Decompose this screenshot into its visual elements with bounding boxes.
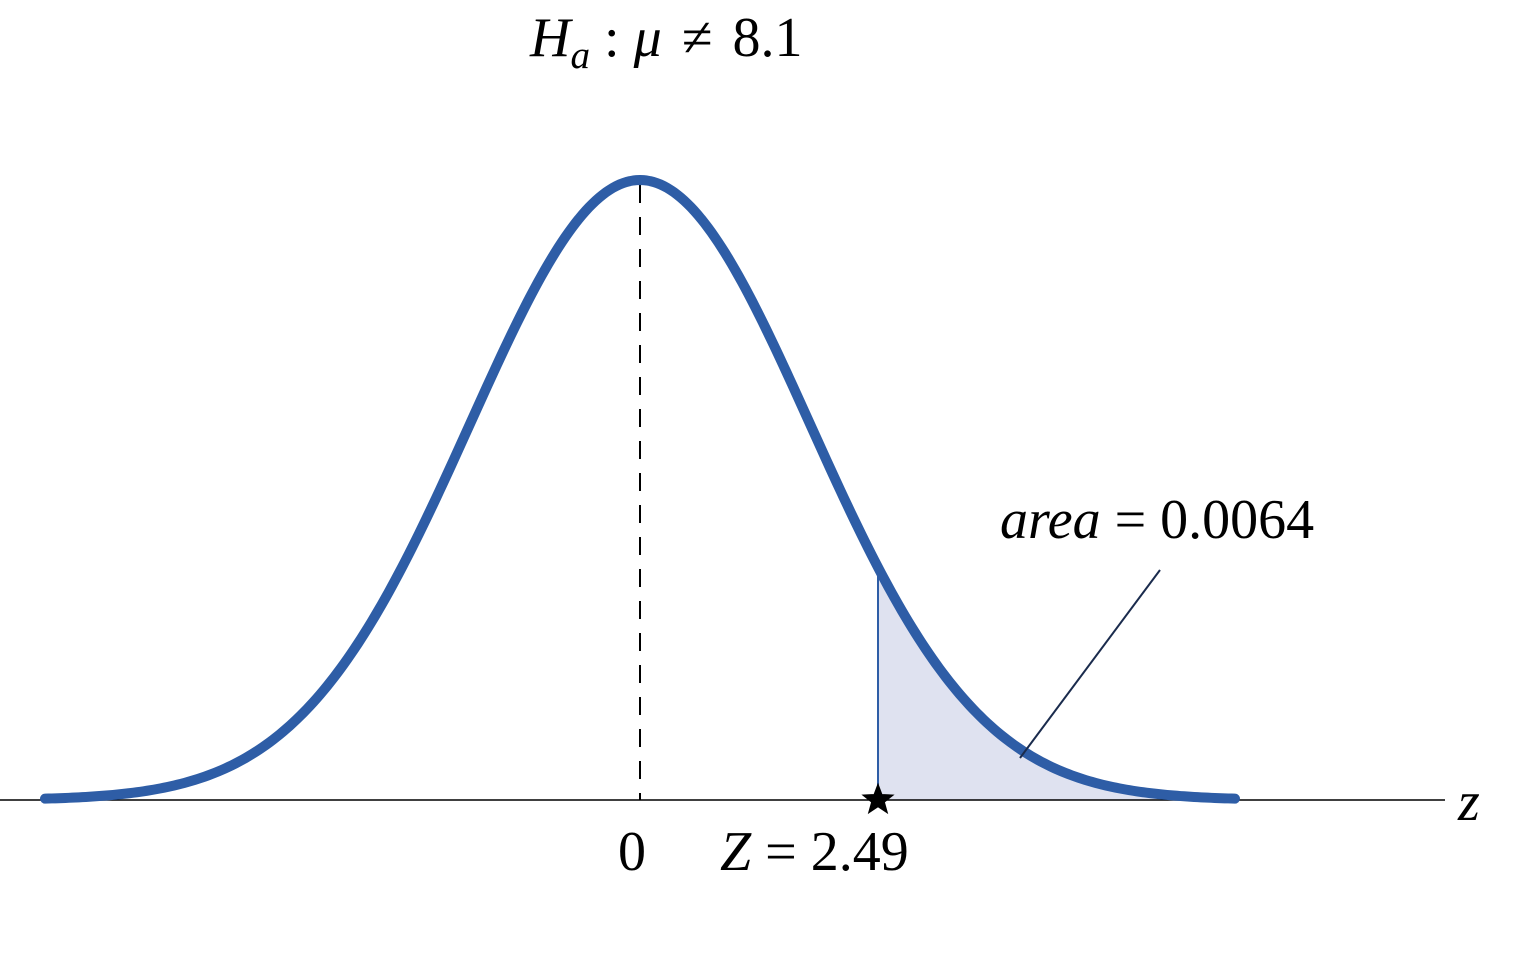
area-word: area	[1000, 489, 1101, 551]
chart-container: Ha : μ ≠ 8.1 z 0 Z = 2.49 area = 0.0064	[0, 0, 1518, 960]
area-label: area = 0.0064	[1000, 488, 1314, 552]
z-value-label: Z = 2.49	[720, 820, 909, 884]
z-axis-label: z	[1458, 770, 1480, 834]
area-value: = 0.0064	[1101, 489, 1315, 551]
area-leader-line	[1020, 570, 1160, 758]
z-value-number: 2.49	[811, 821, 909, 883]
zero-label: 0	[618, 820, 646, 884]
plot-svg	[0, 0, 1518, 960]
